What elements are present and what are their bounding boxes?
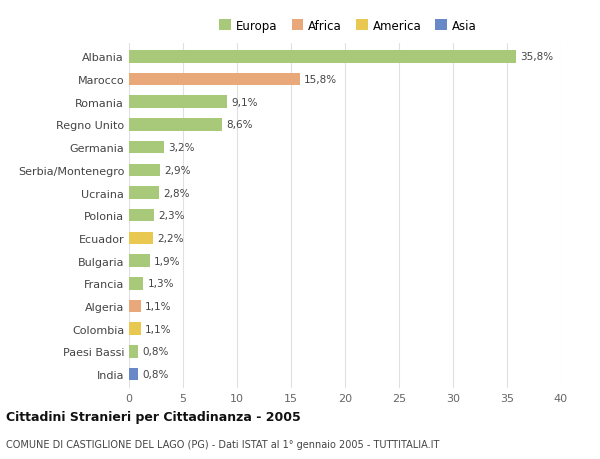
Bar [129,141,164,154]
Bar [129,300,141,313]
Text: Cittadini Stranieri per Cittadinanza - 2005: Cittadini Stranieri per Cittadinanza - 2… [6,410,301,423]
Text: 9,1%: 9,1% [232,97,258,107]
Bar [129,209,154,222]
Text: 2,3%: 2,3% [158,211,185,221]
Bar [129,73,299,86]
Bar [129,119,222,131]
Bar [129,323,141,335]
Text: 2,9%: 2,9% [164,165,191,175]
Text: 0,8%: 0,8% [142,347,169,357]
Text: 35,8%: 35,8% [520,52,553,62]
Bar [129,96,227,109]
Text: COMUNE DI CASTIGLIONE DEL LAGO (PG) - Dati ISTAT al 1° gennaio 2005 - TUTTITALIA: COMUNE DI CASTIGLIONE DEL LAGO (PG) - Da… [6,440,439,449]
Bar [129,187,159,199]
Text: 1,3%: 1,3% [148,279,174,289]
Text: 15,8%: 15,8% [304,75,337,85]
Bar [129,277,143,290]
Bar [129,51,515,63]
Bar [129,164,160,177]
Text: 1,1%: 1,1% [145,301,172,311]
Bar [129,232,153,245]
Text: 2,2%: 2,2% [157,233,184,243]
Text: 0,8%: 0,8% [142,369,169,379]
Text: 2,8%: 2,8% [164,188,190,198]
Text: 1,1%: 1,1% [145,324,172,334]
Bar [129,345,137,358]
Text: 3,2%: 3,2% [168,143,194,153]
Text: 8,6%: 8,6% [226,120,253,130]
Bar [129,255,149,267]
Bar [129,368,137,381]
Legend: Europa, Africa, America, Asia: Europa, Africa, America, Asia [220,20,476,33]
Text: 1,9%: 1,9% [154,256,181,266]
